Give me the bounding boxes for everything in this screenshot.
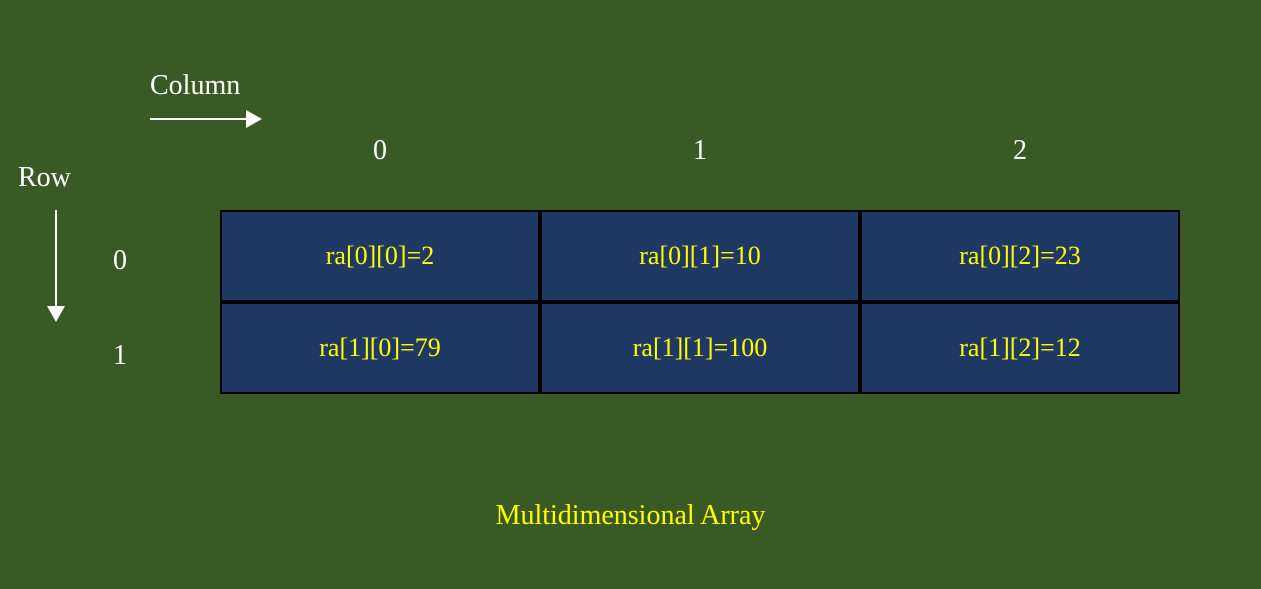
cell-0-2: ra[0][2]=23 xyxy=(860,210,1180,302)
array-grid: ra[0][0]=2 ra[0][1]=10 ra[0][2]=23 ra[1]… xyxy=(220,210,1180,394)
column-index-1: 1 xyxy=(680,135,720,167)
column-label: Column xyxy=(150,70,240,102)
column-arrow-icon xyxy=(150,118,250,120)
row-arrow-icon xyxy=(55,210,57,310)
cell-1-2: ra[1][2]=12 xyxy=(860,302,1180,394)
cell-0-1: ra[0][1]=10 xyxy=(540,210,860,302)
row-index-0: 0 xyxy=(100,245,140,277)
diagram-caption: Multidimensional Array xyxy=(0,500,1261,532)
row-label: Row xyxy=(18,162,71,194)
column-index-2: 2 xyxy=(1000,135,1040,167)
column-index-0: 0 xyxy=(360,135,400,167)
cell-1-1: ra[1][1]=100 xyxy=(540,302,860,394)
cell-0-0: ra[0][0]=2 xyxy=(220,210,540,302)
cell-1-0: ra[1][0]=79 xyxy=(220,302,540,394)
row-index-1: 1 xyxy=(100,340,140,372)
